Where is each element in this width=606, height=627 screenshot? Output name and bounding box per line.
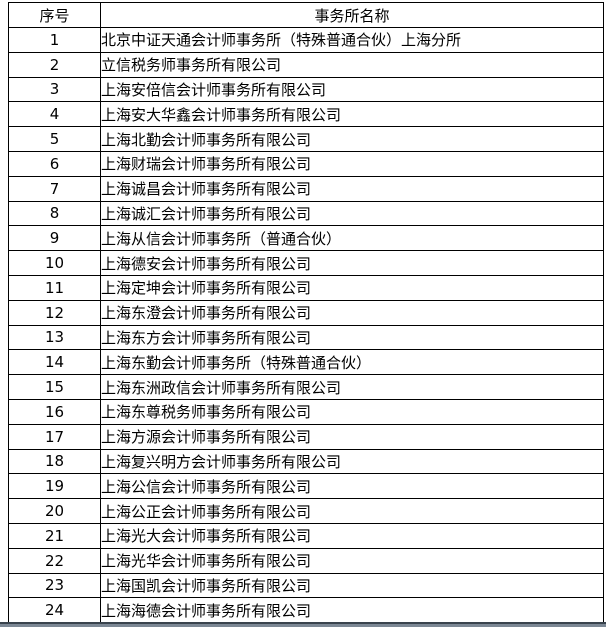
firm-name-cell: 北京中证天通会计师事务所（特殊普通合伙）上海分所 [100,27,604,53]
row-number-cell: 20 [8,498,101,524]
firm-name-cell: 上海复兴明方会计师事务所有限公司 [100,448,604,475]
row-number-cell: 1 [8,27,101,53]
row-number-cell: 4 [8,101,101,128]
table-row: 2 立信税务师事务所有限公司 [8,51,604,78]
row-number-cell: 10 [8,250,101,276]
firm-name-cell: 上海方源会计师事务所有限公司 [100,423,604,450]
table-row: 20 上海公正会计师事务所有限公司 [8,498,604,524]
row-number-cell: 16 [8,398,101,425]
row-number-cell: 19 [8,473,101,500]
row-number-cell: 12 [8,299,101,326]
table-row: 1 北京中证天通会计师事务所（特殊普通合伙）上海分所 [8,27,604,53]
firms-table: 序号 事务所名称 1 北京中证天通会计师事务所（特殊普通合伙）上海分所 2 立信… [8,2,604,624]
row-number-cell: 7 [8,175,101,202]
firm-name-cell: 上海海德会计师事务所有限公司 [100,597,604,624]
firm-name-cell: 上海东洲政信会计师事务所有限公司 [100,374,604,400]
row-number-cell: 13 [8,324,101,351]
table-row: 3 上海安倍信会计师事务所有限公司 [8,76,604,103]
row-number-cell: 9 [8,225,101,252]
row-number-cell: 8 [8,200,101,227]
row-number-cell: 3 [8,76,101,103]
row-number-cell: 22 [8,547,101,574]
firm-name-cell: 上海诚汇会计师事务所有限公司 [100,200,604,227]
bottom-edge-dark-line [0,622,606,624]
firm-name-cell: 上海公信会计师事务所有限公司 [100,473,604,500]
table-row: 9 上海从信会计师事务所（普通合伙） [8,225,604,252]
table-row: 5 上海北勤会计师事务所有限公司 [8,126,604,152]
table-row: 18 上海复兴明方会计师事务所有限公司 [8,448,604,475]
table-row: 17 上海方源会计师事务所有限公司 [8,423,604,450]
firm-name-cell: 上海安倍信会计师事务所有限公司 [100,76,604,103]
table-row: 8 上海诚汇会计师事务所有限公司 [8,200,604,227]
firm-name-cell: 立信税务师事务所有限公司 [100,51,604,78]
bottom-edge-light-line [0,624,606,627]
table-row: 16 上海东尊税务师事务所有限公司 [8,398,604,425]
firm-name-cell: 上海光华会计师事务所有限公司 [100,547,604,574]
row-number-cell: 14 [8,349,101,376]
row-number-cell: 5 [8,126,101,152]
row-number-cell: 15 [8,374,101,400]
firm-name-cell: 上海东澄会计师事务所有限公司 [100,299,604,326]
firm-name-cell: 上海公正会计师事务所有限公司 [100,498,604,524]
table-row: 11 上海定坤会计师事务所有限公司 [8,274,604,301]
row-number-cell: 17 [8,423,101,450]
table-row: 12 上海东澄会计师事务所有限公司 [8,299,604,326]
table-row: 24 上海海德会计师事务所有限公司 [8,597,604,624]
firm-name-cell: 上海国凯会计师事务所有限公司 [100,572,604,599]
firm-name-cell: 上海定坤会计师事务所有限公司 [100,274,604,301]
table-row: 21 上海光大会计师事务所有限公司 [8,522,604,549]
table-row: 22 上海光华会计师事务所有限公司 [8,547,604,574]
firm-name-cell: 上海从信会计师事务所（普通合伙） [100,225,604,252]
table-row: 6 上海财瑞会计师事务所有限公司 [8,150,604,177]
table-row: 13 上海东方会计师事务所有限公司 [8,324,604,351]
column-header-serial-number: 序号 [8,2,101,28]
firm-name-cell: 上海财瑞会计师事务所有限公司 [100,150,604,177]
table-row: 4 上海安大华鑫会计师事务所有限公司 [8,101,604,128]
firm-name-cell: 上海北勤会计师事务所有限公司 [100,126,604,152]
firm-name-cell: 上海安大华鑫会计师事务所有限公司 [100,101,604,128]
table-row: 23 上海国凯会计师事务所有限公司 [8,572,604,599]
table-row: 10 上海德安会计师事务所有限公司 [8,250,604,276]
table-row: 19 上海公信会计师事务所有限公司 [8,473,604,500]
firms-table-body: 1 北京中证天通会计师事务所（特殊普通合伙）上海分所 2 立信税务师事务所有限公… [8,27,604,624]
row-number-cell: 11 [8,274,101,301]
firm-name-cell: 上海光大会计师事务所有限公司 [100,522,604,549]
row-number-cell: 18 [8,448,101,475]
bottom-window-edge [0,622,606,627]
firm-name-cell: 上海东方会计师事务所有限公司 [100,324,604,351]
firm-name-cell: 上海德安会计师事务所有限公司 [100,250,604,276]
row-number-cell: 23 [8,572,101,599]
row-number-cell: 24 [8,597,101,624]
firm-name-cell: 上海东勤会计师事务所（特殊普通合伙） [100,349,604,376]
table-header-row: 序号 事务所名称 [8,2,604,28]
table-row: 14 上海东勤会计师事务所（特殊普通合伙） [8,349,604,376]
table-row: 15 上海东洲政信会计师事务所有限公司 [8,374,604,400]
column-header-firm-name: 事务所名称 [100,2,604,28]
row-number-cell: 6 [8,150,101,177]
firm-name-cell: 上海东尊税务师事务所有限公司 [100,398,604,425]
firm-name-cell: 上海诚昌会计师事务所有限公司 [100,175,604,202]
table-row: 7 上海诚昌会计师事务所有限公司 [8,175,604,202]
row-number-cell: 2 [8,51,101,78]
row-number-cell: 21 [8,522,101,549]
